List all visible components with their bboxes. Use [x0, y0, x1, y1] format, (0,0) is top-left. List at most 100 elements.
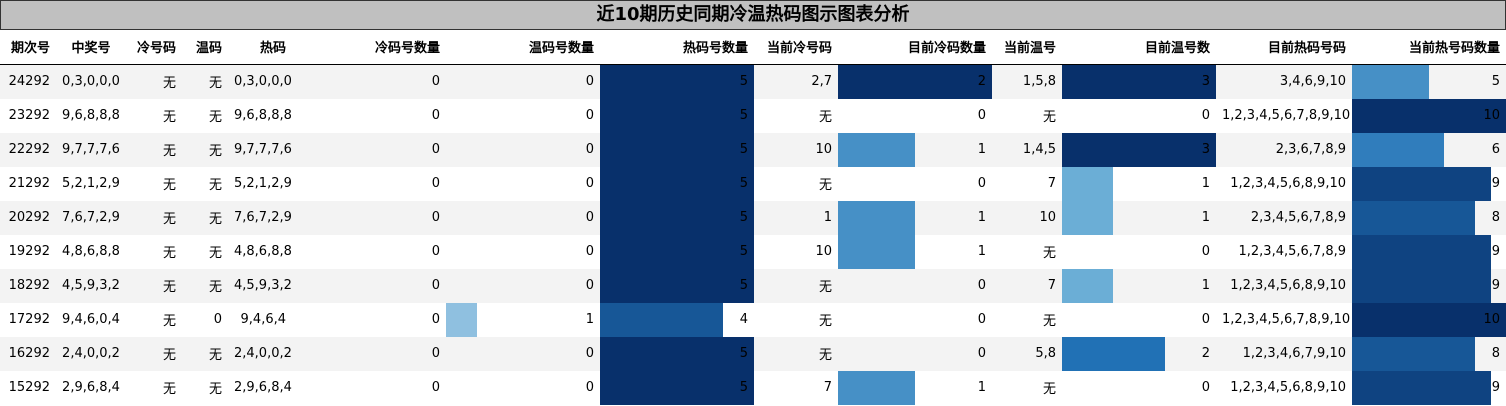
- cell-value: 1: [1201, 175, 1210, 191]
- value-bar: [838, 132, 915, 167]
- value-bar: [600, 302, 724, 337]
- bar-cell: 5: [600, 234, 754, 269]
- table-cell: 7: [992, 166, 1062, 201]
- table-cell: 无: [126, 234, 182, 269]
- bar-cell: 3: [1062, 132, 1216, 167]
- value-bar: [1062, 166, 1114, 201]
- bar-cell: 5: [600, 64, 754, 99]
- bar-cell: 8: [1352, 200, 1506, 235]
- column-header: 温码号数量: [446, 30, 600, 65]
- table-cell: 无: [126, 302, 182, 337]
- cell-value: 8: [1491, 345, 1500, 361]
- column-header: 目前温号数: [1062, 30, 1216, 65]
- value-bar: [600, 166, 754, 201]
- bar-cell: 9: [1352, 370, 1506, 405]
- cell-value: 0: [585, 209, 594, 225]
- bar-cell: 0: [446, 336, 600, 371]
- bar-cell: 1: [838, 370, 992, 405]
- cell-value: 0: [1201, 311, 1210, 327]
- cell-value: 5: [1491, 73, 1500, 89]
- column-header: 温码: [182, 30, 228, 65]
- value-bar: [1352, 98, 1506, 133]
- table-cell: 9,7,7,7,6: [228, 132, 292, 167]
- table-row: 17292 9,4,6,0,4 无 0 9,4,6,4 0 1 4 无 0 无 0 1,2,3,4,5,…: [0, 302, 1506, 337]
- table-cell: 无: [754, 98, 838, 133]
- bar-cell: 0: [292, 336, 446, 371]
- cell-value: 0: [431, 175, 440, 191]
- table-cell: 1,4,5: [992, 132, 1062, 167]
- bar-cell: 0: [292, 370, 446, 405]
- bar-cell: 1: [1062, 200, 1216, 235]
- bar-cell: 5: [600, 268, 754, 303]
- cell-value: 9: [1491, 277, 1500, 293]
- bar-cell: 9: [1352, 268, 1506, 303]
- value-bar: [1062, 132, 1216, 167]
- table-cell: 5,2,1,2,9: [228, 166, 292, 201]
- chart-title: 近10期历史同期冷温热码图示图表分析: [0, 0, 1506, 30]
- table-cell: 2,9,6,8,4: [56, 370, 126, 405]
- value-bar: [1352, 200, 1476, 235]
- value-bar: [600, 200, 754, 235]
- column-header: 当前热号码数量: [1352, 30, 1506, 65]
- cell-value: 6: [1491, 141, 1500, 157]
- cell-value: 1: [1201, 209, 1210, 225]
- bar-cell: 2: [838, 64, 992, 99]
- table-cell: 18292: [0, 268, 56, 303]
- cell-value: 5: [739, 345, 748, 361]
- table-row: 24292 0,3,0,0,0 无无 0,3,0,0,0 0 0 5 2,7 2 1,5,8 3 3,…: [0, 64, 1506, 99]
- table-cell: 4,8,6,8,8: [228, 234, 292, 269]
- value-bar: [446, 302, 477, 337]
- header-row: 期次号 中奖号 冷号码 温码 热码 冷码号数量 温码号数量 热码号数量 当前冷号码 目前冷码数量当…: [0, 30, 1506, 65]
- cell-value: 0: [585, 175, 594, 191]
- bar-cell: 0: [446, 166, 600, 201]
- table-row: 23292 9,6,8,8,8 无无 9,6,8,8,8 0 0 5 无 0 无 0 1,2,3,4,…: [0, 98, 1506, 133]
- value-bar: [1352, 234, 1491, 269]
- table-cell: 22292: [0, 132, 56, 167]
- bar-cell: 10: [1352, 98, 1506, 133]
- bar-cell: 0: [292, 64, 446, 99]
- cell-value: 4: [739, 311, 748, 327]
- bar-cell: 2: [1062, 336, 1216, 371]
- cell-value: 5: [739, 243, 748, 259]
- bar-cell: 1: [446, 302, 600, 337]
- cell-value: 10: [1483, 311, 1500, 327]
- table-cell: 1,5,8: [992, 64, 1062, 99]
- cell-value: 0: [431, 141, 440, 157]
- value-bar: [600, 336, 754, 371]
- column-header: 热码: [228, 30, 292, 65]
- column-header: 热码号数量: [600, 30, 754, 65]
- table-cell: 1,2,3,4,5,6,8,9,10: [1216, 268, 1352, 303]
- table-cell: 无: [126, 98, 182, 133]
- table-cell: 无: [992, 98, 1062, 133]
- column-header: 当前冷号码: [754, 30, 838, 65]
- bar-cell: 0: [1062, 234, 1216, 269]
- value-bar: [838, 234, 915, 269]
- bar-cell: 0: [838, 166, 992, 201]
- table-cell: 无: [992, 234, 1062, 269]
- value-bar: [1062, 336, 1165, 371]
- bar-cell: 5: [600, 98, 754, 133]
- bar-cell: 0: [1062, 98, 1216, 133]
- bar-cell: 5: [600, 166, 754, 201]
- table-cell: 9,7,7,7,6: [56, 132, 126, 167]
- bar-cell: 0: [446, 268, 600, 303]
- bar-cell: 1: [1062, 268, 1216, 303]
- cell-value: 0: [977, 311, 986, 327]
- cell-value: 2: [1201, 345, 1210, 361]
- table-cell: 20292: [0, 200, 56, 235]
- cell-value: 0: [431, 243, 440, 259]
- table-cell: 2,4,0,0,2: [56, 336, 126, 371]
- table-cell: 4,5,9,3,2: [56, 268, 126, 303]
- table-row: 20292 7,6,7,2,9 无无 7,6,7,2,9 0 0 5 1 1 10 1 2,3,4,5…: [0, 200, 1506, 235]
- bar-cell: 4: [600, 302, 754, 337]
- table-cell: 无: [182, 370, 228, 405]
- table-cell: 7: [992, 268, 1062, 303]
- value-bar: [838, 200, 915, 235]
- cell-value: 0: [431, 107, 440, 123]
- table-cell: 1,2,3,4,5,6,7,8,9,10: [1216, 98, 1352, 133]
- table-cell: 1,2,3,4,5,6,7,8,9: [1216, 234, 1352, 269]
- value-bar: [600, 268, 754, 303]
- table-cell: 2,9,6,8,4: [228, 370, 292, 405]
- cell-value: 1: [585, 311, 594, 327]
- table-cell: 无: [754, 302, 838, 337]
